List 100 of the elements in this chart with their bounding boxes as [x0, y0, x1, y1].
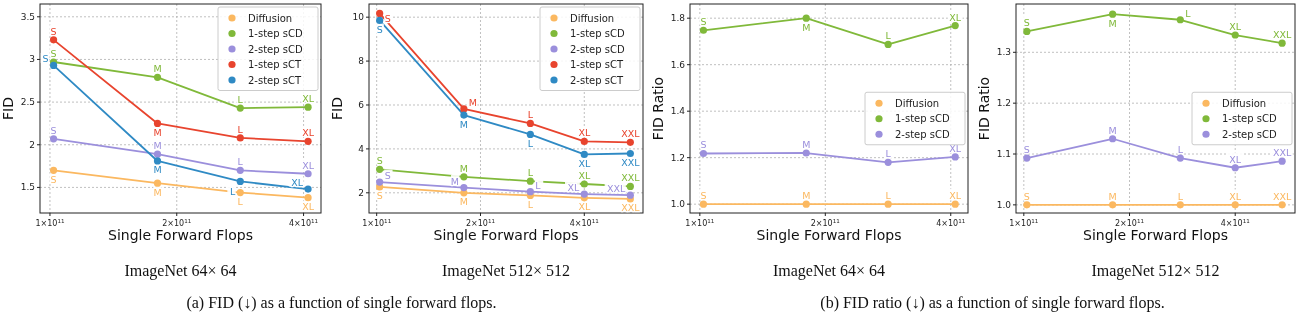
- annotation: XXL: [621, 172, 641, 184]
- y-tick-label: 1.1: [996, 149, 1011, 160]
- annotation: XL: [291, 177, 304, 189]
- legend-label: 2-step sCT: [570, 74, 624, 86]
- annotation: L: [885, 148, 892, 160]
- annotation: M: [1108, 124, 1117, 136]
- annotation: XL: [578, 127, 591, 139]
- annotation: S: [376, 155, 383, 167]
- annotation: M: [153, 140, 162, 152]
- y-axis-title: FID: [0, 97, 16, 120]
- annotation: S: [50, 25, 57, 37]
- x-tick-label: 1×10$^{11}$: [1009, 218, 1039, 228]
- x-tick-label: 1×10$^{11}$: [685, 218, 715, 228]
- annotation: M: [1108, 17, 1117, 29]
- y-tick-label: 8: [358, 56, 365, 67]
- legend-label: 2-step sCD: [570, 43, 625, 55]
- legend-label: Diffusion: [248, 12, 293, 24]
- annotation: M: [802, 21, 811, 33]
- legend-label: Diffusion: [570, 12, 615, 24]
- annotation: S: [376, 190, 383, 202]
- legend-label: 2-step sCT: [248, 74, 302, 86]
- annotation: M: [153, 126, 162, 138]
- annotation: XL: [578, 157, 591, 169]
- annotation: XXL: [607, 183, 627, 195]
- annotation: XL: [1229, 153, 1242, 165]
- annotation: XXL: [621, 128, 641, 140]
- annotation: S: [1023, 190, 1030, 202]
- annotation: M: [1108, 190, 1117, 202]
- annotation: L: [527, 137, 534, 149]
- y-tick-label: 1.4: [670, 106, 686, 117]
- annotation: L: [885, 30, 892, 42]
- x-tick-label: 1×10$^{11}$: [362, 218, 392, 228]
- y-tick-label: 1.0: [670, 199, 686, 210]
- annotation: L: [237, 196, 244, 208]
- annotation: XL: [567, 182, 580, 194]
- annotation: L: [885, 190, 892, 202]
- annotation: S: [50, 173, 57, 185]
- legend-label: Diffusion: [895, 97, 940, 109]
- annotation: S: [50, 124, 57, 136]
- annotation: S: [1023, 17, 1030, 29]
- legend-label: Diffusion: [1222, 97, 1267, 109]
- x-axis-title: Single Forward Flops: [1083, 227, 1228, 243]
- y-axis-title: FID: [329, 97, 345, 120]
- y-tick-label: 3.5: [20, 11, 35, 22]
- y-tick-label: 1.0: [996, 199, 1012, 210]
- text: (a) FID (↓) as a function of single forward flops.: [186, 294, 497, 312]
- y-tick-label: 1.2: [670, 152, 685, 163]
- x-tick-label: 2×10$^{11}$: [810, 218, 841, 228]
- annotation: S: [42, 53, 49, 65]
- x-tick-label: 4×10$^{11}$: [936, 218, 966, 228]
- x-axis-title: Single Forward Flops: [433, 227, 579, 243]
- annotation: L: [527, 167, 534, 179]
- annotation: M: [153, 186, 162, 198]
- annotation: L: [535, 179, 542, 191]
- annotation: S: [384, 170, 391, 182]
- y-axis-title: FID Ratio: [976, 76, 992, 141]
- legend-label: 1-step sCT: [248, 59, 302, 70]
- x-tick-label: 2×10$^{11}$: [162, 218, 192, 228]
- legend-label: 2-step sCD: [1222, 128, 1277, 140]
- legend-label: 2-step sCD: [895, 128, 950, 140]
- legend-label: 1-step sCD: [1222, 113, 1277, 125]
- y-tick-label: 1.3: [996, 47, 1011, 58]
- y-tick-label: 2: [29, 139, 35, 150]
- y-tick-label: 1.2: [996, 98, 1011, 109]
- annotation: L: [237, 123, 244, 135]
- annotation: M: [468, 96, 478, 108]
- annotation: L: [527, 109, 534, 121]
- y-axis-title: FID Ratio: [650, 76, 666, 141]
- annotation: M: [450, 175, 459, 187]
- x-tick-label: 2×10$^{11}$: [465, 218, 496, 228]
- x-axis-title: Single Forward Flops: [108, 227, 253, 243]
- annotation: S: [1023, 144, 1030, 156]
- annotation: L: [1185, 7, 1192, 19]
- annotation: S: [50, 48, 57, 60]
- x-tick-label: 2×10$^{11}$: [1114, 218, 1145, 228]
- x-tick-label: 1×10$^{11}$: [35, 218, 65, 228]
- annotation: XL: [302, 93, 315, 105]
- x-tick-label: 4×10$^{11}$: [289, 218, 319, 228]
- annotation: XXL: [621, 202, 641, 214]
- annotation: XL: [1229, 190, 1242, 202]
- annotation: XXL: [1272, 147, 1292, 159]
- annotation: L: [237, 94, 244, 106]
- text: ImageNet 512× 512: [441, 262, 571, 280]
- annotation: S: [376, 23, 383, 35]
- annotation: L: [1177, 190, 1184, 202]
- annotation: XL: [1229, 21, 1242, 33]
- x-axis-title: Single Forward Flops: [756, 227, 902, 243]
- legend-label: 2-step sCD: [248, 43, 303, 55]
- text: ImageNet 64× 64: [124, 262, 237, 280]
- annotation: XL: [302, 159, 315, 171]
- y-tick-label: 4: [358, 143, 365, 154]
- annotation: L: [527, 198, 534, 210]
- y-tick-label: 3: [29, 54, 35, 65]
- y-tick-label: 2: [358, 187, 364, 198]
- annotation: M: [802, 139, 811, 151]
- annotation: S: [700, 16, 707, 28]
- annotation: M: [153, 63, 162, 75]
- text: (b) FID ratio (↓) as a function of single forward flops.: [820, 294, 1165, 312]
- annotation: S: [700, 139, 707, 151]
- annotation: M: [459, 118, 468, 130]
